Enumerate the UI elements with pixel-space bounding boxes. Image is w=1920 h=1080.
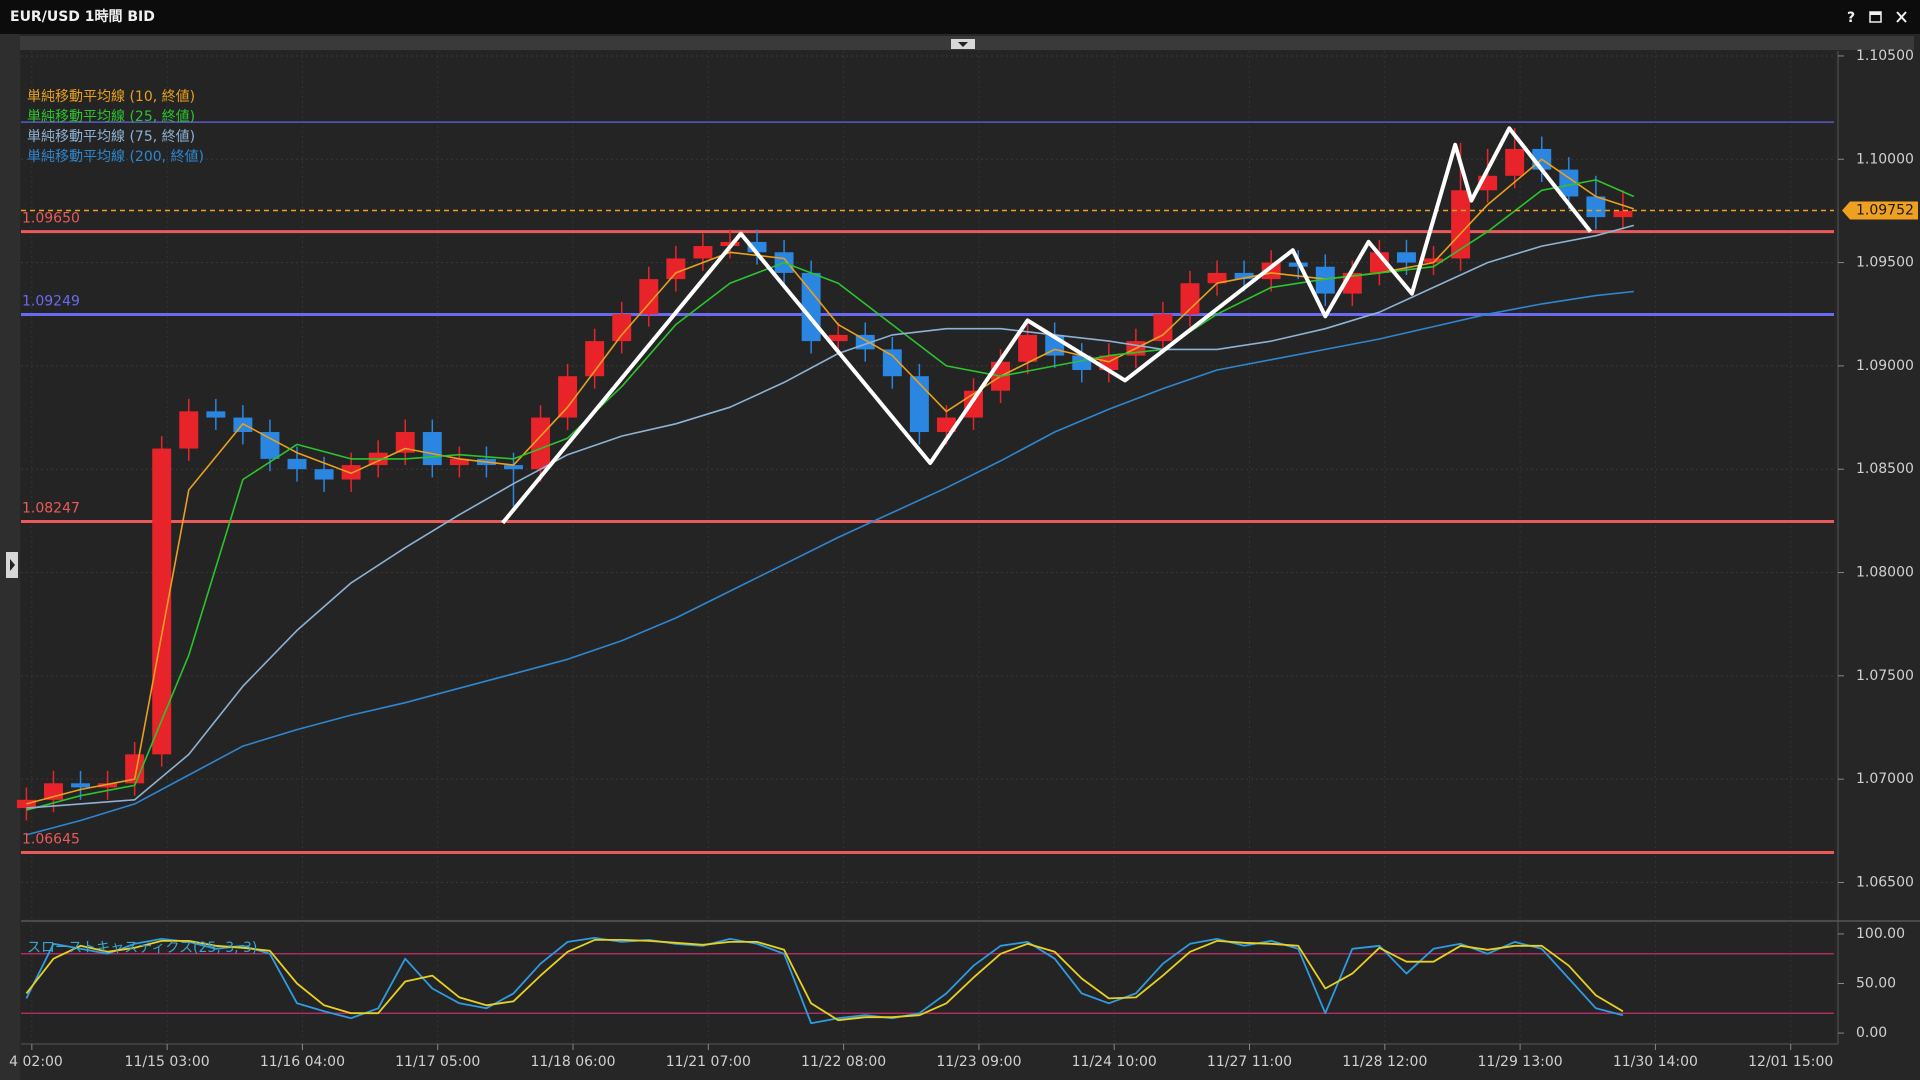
oscillator-line [25, 937, 1624, 1025]
y-tick-label: 1.08000 [1856, 565, 1914, 581]
side-toggle[interactable] [6, 552, 18, 578]
candle-body [260, 432, 280, 459]
candle-body [206, 411, 226, 418]
oscillator-plot [21, 925, 1834, 1042]
x-tick-label: 11/23 09:00 [936, 1054, 1021, 1070]
oscillator-label: スローストキャスティクス(25, 3, 3) [27, 940, 257, 956]
oscillator-layer [21, 937, 1834, 1025]
x-tick-label: 11/16 04:00 [260, 1054, 345, 1070]
last-price-tag [1842, 201, 1918, 220]
x-tick-label: 11/15 03:00 [125, 1054, 210, 1070]
candle-body [1451, 190, 1471, 259]
close-button[interactable] [1896, 11, 1907, 23]
candle-body [1018, 334, 1038, 362]
x-tick-label: 4 02:00 [9, 1054, 63, 1070]
candle-body [909, 376, 929, 433]
x-tick-label: 11/24 10:00 [1072, 1054, 1157, 1070]
y-tick-label: 0.00 [1856, 1025, 1887, 1041]
moving-average-line [26, 290, 1634, 836]
window-title: EUR/USD 1時間 BID [10, 8, 155, 25]
candle-body [1613, 210, 1633, 218]
candle-body [1153, 314, 1173, 342]
candle-body [422, 432, 442, 466]
x-tick-label: 11/28 12:00 [1342, 1054, 1427, 1070]
y-tick-label: 1.08500 [1856, 461, 1914, 477]
candle-body [287, 458, 307, 470]
x-tick-label: 11/27 11:00 [1207, 1054, 1292, 1070]
last-price-label: 1.09752 [1856, 203, 1914, 219]
candle-body [639, 279, 659, 315]
candle-body [395, 432, 415, 453]
trend-drawing [501, 126, 1593, 525]
candle-body [666, 258, 686, 280]
y-tick-label: 1.10000 [1856, 151, 1914, 167]
y-tick-label: 1.09000 [1856, 358, 1914, 374]
moving-average-line [26, 179, 1635, 811]
legend-entry: 単純移動平均線 (200, 終値) [27, 149, 204, 165]
collapse-toggle[interactable] [951, 39, 975, 49]
candle-body [1207, 272, 1227, 284]
candle-body [1559, 169, 1579, 197]
candle-body [1234, 272, 1254, 280]
candle-body [314, 469, 334, 480]
y-tick-label: 1.07000 [1856, 771, 1914, 787]
candle-body [558, 376, 578, 418]
legend-entry: 単純移動平均線 (75, 終値) [27, 129, 195, 145]
price-layer [16, 121, 1918, 854]
candle-body [71, 783, 91, 788]
title-bar [0, 0, 1920, 34]
candle-body [179, 411, 199, 449]
labels: 1.10500 1.10000 1.09500 1.09000 1.08500 1.080… [9, 48, 1914, 1070]
candle-body [747, 241, 767, 253]
horizontal-line-label: 1.09249 [22, 293, 80, 309]
maximize-button[interactable] [1869, 11, 1882, 23]
candle-body [341, 465, 361, 480]
candle-body [1315, 266, 1335, 294]
candle-body [882, 349, 902, 377]
y-tick-label: 1.07500 [1856, 668, 1914, 684]
candle-body [504, 465, 523, 470]
horizontal-line-label: 1.08247 [22, 500, 80, 516]
x-tick-label: 11/21 07:00 [666, 1054, 751, 1070]
help-button[interactable]: ? [1847, 10, 1855, 26]
candle-body [936, 417, 956, 433]
candle-body [612, 314, 632, 342]
candle-body [1505, 148, 1525, 176]
legend-entry: 単純移動平均線 (10, 終値) [27, 89, 195, 105]
x-tick-label: 11/17 05:00 [395, 1054, 480, 1070]
candle-body [449, 458, 469, 466]
candle-body [1396, 252, 1416, 263]
candle-body [585, 341, 605, 377]
candle-body [1180, 283, 1200, 315]
x-tick-label: 12/01 15:00 [1748, 1054, 1833, 1070]
candle-body [1586, 196, 1606, 218]
candle-body [98, 783, 118, 788]
price-plot [21, 51, 1834, 918]
candle-body [828, 334, 848, 342]
y-tick-label: 1.09500 [1856, 255, 1914, 271]
y-tick-label: 1.06500 [1856, 874, 1914, 890]
x-tick-label: 11/30 14:00 [1613, 1054, 1698, 1070]
legend-entry: 単純移動平均線 (25, 終値) [27, 109, 195, 125]
horizontal-line-label: 1.06645 [22, 831, 80, 847]
y-tick-label: 100.00 [1856, 926, 1905, 942]
y-tick-label: 1.10500 [1856, 48, 1914, 64]
candle-body [693, 246, 713, 259]
horizontal-line-label: 1.09650 [22, 211, 80, 227]
oscillator-line [25, 939, 1624, 1022]
y-tick-label: 50.00 [1856, 976, 1896, 992]
candle-body [152, 448, 172, 755]
x-tick-label: 11/29 13:00 [1478, 1054, 1563, 1070]
x-tick-label: 11/22 08:00 [801, 1054, 886, 1070]
candle-body [1424, 258, 1443, 263]
x-tick-label: 11/18 06:00 [530, 1054, 615, 1070]
candle-body [1261, 262, 1281, 280]
